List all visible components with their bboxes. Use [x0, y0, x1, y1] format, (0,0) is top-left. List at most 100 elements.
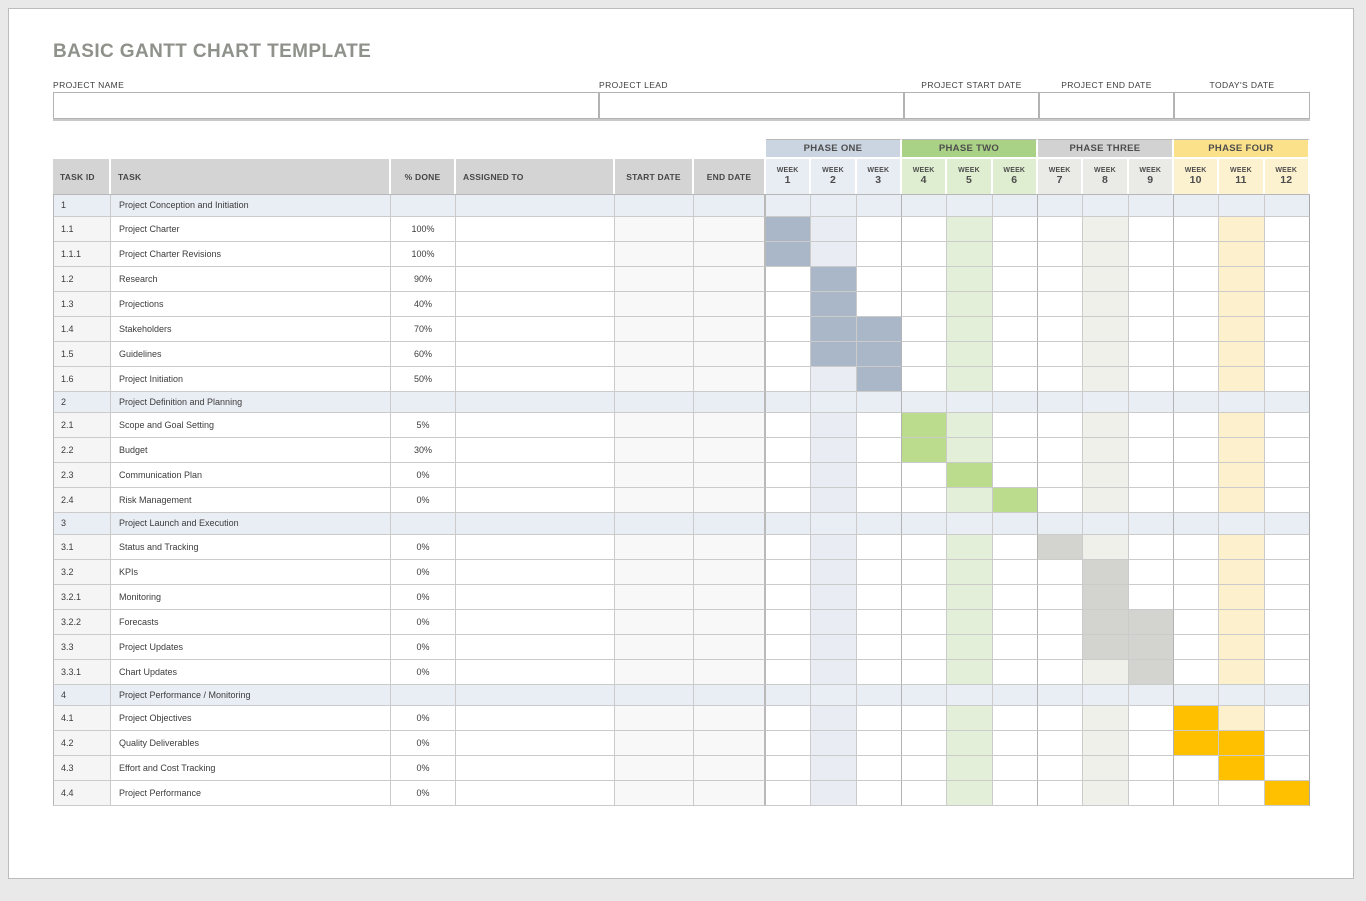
- done-cell[interactable]: 70%: [391, 316, 456, 342]
- gantt-cell[interactable]: [1173, 266, 1220, 292]
- gantt-cell[interactable]: [811, 413, 857, 438]
- gantt-cell[interactable]: [1173, 559, 1220, 585]
- project-name-input[interactable]: [53, 92, 599, 119]
- gantt-cell[interactable]: [1264, 413, 1310, 438]
- gantt-cell[interactable]: [1128, 316, 1174, 342]
- gantt-cell[interactable]: [811, 195, 857, 217]
- gantt-cell[interactable]: [947, 756, 993, 781]
- gantt-cell[interactable]: [1173, 463, 1220, 488]
- gantt-cell[interactable]: [1037, 756, 1084, 781]
- gantt-cell[interactable]: [1128, 684, 1174, 706]
- done-cell[interactable]: 90%: [391, 266, 456, 292]
- gantt-cell[interactable]: [856, 706, 902, 731]
- task-id-cell[interactable]: 2.1: [53, 413, 111, 438]
- task-cell[interactable]: Quality Deliverables: [111, 731, 391, 756]
- gantt-cell[interactable]: [992, 366, 1038, 392]
- gantt-cell[interactable]: [856, 659, 902, 685]
- project-end-date-input[interactable]: [1039, 92, 1174, 119]
- gantt-cell[interactable]: [1128, 659, 1174, 685]
- end-date-cell[interactable]: [694, 513, 766, 535]
- gantt-cell[interactable]: [1037, 438, 1084, 463]
- gantt-cell[interactable]: [766, 756, 812, 781]
- start-date-cell[interactable]: [615, 341, 694, 367]
- gantt-cell[interactable]: [1219, 706, 1265, 731]
- gantt-cell[interactable]: [992, 438, 1038, 463]
- gantt-cell[interactable]: [1219, 534, 1265, 560]
- done-cell[interactable]: [391, 513, 456, 535]
- gantt-cell[interactable]: [1264, 291, 1310, 317]
- gantt-cell[interactable]: [1083, 438, 1129, 463]
- assigned-to-cell[interactable]: [456, 706, 615, 731]
- gantt-cell[interactable]: [992, 781, 1038, 806]
- gantt-cell[interactable]: [1128, 706, 1174, 731]
- start-date-cell[interactable]: [615, 584, 694, 610]
- gantt-cell[interactable]: [1037, 584, 1084, 610]
- gantt-cell[interactable]: [1083, 463, 1129, 488]
- gantt-cell[interactable]: [811, 684, 857, 706]
- task-cell[interactable]: Monitoring: [111, 584, 391, 610]
- done-cell[interactable]: 0%: [391, 731, 456, 756]
- gantt-cell[interactable]: [1264, 366, 1310, 392]
- gantt-cell[interactable]: [1083, 659, 1129, 685]
- gantt-cell[interactable]: [901, 266, 948, 292]
- gantt-cell[interactable]: [766, 391, 812, 413]
- assigned-to-cell[interactable]: [456, 216, 615, 242]
- task-id-cell[interactable]: 2: [53, 391, 111, 413]
- gantt-cell[interactable]: [1219, 584, 1265, 610]
- gantt-cell[interactable]: [901, 316, 948, 342]
- gantt-cell[interactable]: [901, 341, 948, 367]
- gantt-cell[interactable]: [1128, 463, 1174, 488]
- gantt-cell[interactable]: [1264, 634, 1310, 660]
- gantt-cell[interactable]: [1128, 559, 1174, 585]
- gantt-cell[interactable]: [1128, 731, 1174, 756]
- gantt-cell[interactable]: [1173, 634, 1220, 660]
- gantt-cell[interactable]: [901, 584, 948, 610]
- end-date-cell[interactable]: [694, 488, 766, 513]
- gantt-cell[interactable]: [766, 463, 812, 488]
- gantt-cell[interactable]: [1128, 584, 1174, 610]
- task-id-cell[interactable]: 3.3: [53, 634, 111, 660]
- gantt-cell[interactable]: [1128, 391, 1174, 413]
- task-cell[interactable]: Research: [111, 266, 391, 292]
- gantt-cell[interactable]: [1128, 438, 1174, 463]
- gantt-cell[interactable]: [811, 756, 857, 781]
- done-cell[interactable]: [391, 684, 456, 706]
- end-date-cell[interactable]: [694, 366, 766, 392]
- assigned-to-cell[interactable]: [456, 559, 615, 585]
- start-date-cell[interactable]: [615, 266, 694, 292]
- end-date-cell[interactable]: [694, 291, 766, 317]
- gantt-cell[interactable]: [811, 463, 857, 488]
- gantt-cell[interactable]: [901, 609, 948, 635]
- gantt-cell[interactable]: [1083, 291, 1129, 317]
- gantt-cell[interactable]: [856, 534, 902, 560]
- task-id-cell[interactable]: 1.2: [53, 266, 111, 292]
- gantt-cell[interactable]: [1083, 391, 1129, 413]
- gantt-cell[interactable]: [1173, 488, 1220, 513]
- done-cell[interactable]: 0%: [391, 609, 456, 635]
- task-cell[interactable]: Project Performance: [111, 781, 391, 806]
- gantt-cell[interactable]: [1037, 513, 1084, 535]
- end-date-cell[interactable]: [694, 781, 766, 806]
- gantt-cell[interactable]: [1173, 781, 1220, 806]
- gantt-cell[interactable]: [992, 706, 1038, 731]
- gantt-cell[interactable]: [766, 731, 812, 756]
- end-date-cell[interactable]: [694, 195, 766, 217]
- gantt-cell[interactable]: [947, 463, 993, 488]
- gantt-cell[interactable]: [1037, 391, 1084, 413]
- start-date-cell[interactable]: [615, 488, 694, 513]
- gantt-cell[interactable]: [766, 684, 812, 706]
- task-cell[interactable]: Risk Management: [111, 488, 391, 513]
- gantt-cell[interactable]: [1173, 438, 1220, 463]
- gantt-cell[interactable]: [992, 241, 1038, 267]
- gantt-cell[interactable]: [1083, 366, 1129, 392]
- gantt-cell[interactable]: [1037, 731, 1084, 756]
- gantt-cell[interactable]: [992, 634, 1038, 660]
- gantt-cell[interactable]: [1173, 341, 1220, 367]
- start-date-cell[interactable]: [615, 781, 694, 806]
- gantt-cell[interactable]: [856, 584, 902, 610]
- start-date-cell[interactable]: [615, 391, 694, 413]
- gantt-cell[interactable]: [811, 266, 857, 292]
- end-date-cell[interactable]: [694, 756, 766, 781]
- todays-date-input[interactable]: [1174, 92, 1310, 119]
- gantt-cell[interactable]: [901, 706, 948, 731]
